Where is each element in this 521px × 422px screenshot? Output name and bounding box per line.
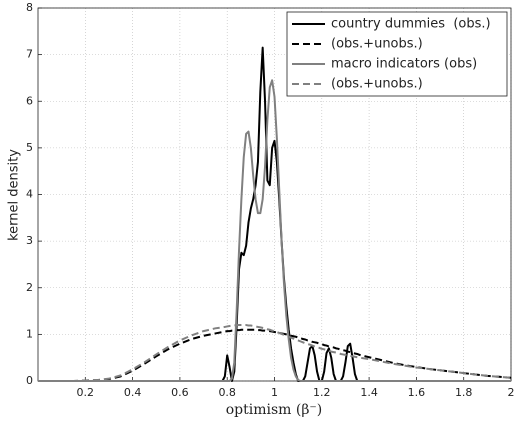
- x-axis-label: optimism (β⁻): [226, 402, 323, 418]
- plot-frame: [37, 7, 512, 382]
- y-tick-label: 3: [26, 234, 33, 247]
- x-tick-label: 0.2: [77, 386, 95, 399]
- x-tick-label: 1.4: [360, 386, 378, 399]
- y-tick-label: 4: [26, 188, 33, 201]
- x-tick-label: 1.6: [408, 386, 426, 399]
- y-tick-label: 5: [26, 141, 33, 154]
- x-tick-label: 1.8: [455, 386, 473, 399]
- x-tick-label: 1: [271, 386, 278, 399]
- x-tick-label: 2: [508, 386, 515, 399]
- legend-label: macro indicators (obs): [331, 57, 477, 72]
- legend-box: [286, 11, 508, 97]
- y-tick-label: 0: [26, 374, 33, 387]
- series-line: [38, 79, 511, 382]
- y-axis-label: kernel density: [7, 149, 22, 241]
- y-tick-label: 8: [26, 1, 33, 14]
- y-tick-label: 6: [26, 94, 33, 107]
- x-tick-label: 0.8: [218, 386, 236, 399]
- y-tick-label: 2: [26, 281, 33, 294]
- x-tick-label: 1.2: [313, 386, 331, 399]
- y-tick-label: 7: [26, 48, 33, 61]
- x-tick-label: 0.4: [124, 386, 142, 399]
- legend-label: (obs.+unobs.): [331, 37, 423, 52]
- series-line: [38, 324, 512, 382]
- y-tick-label: 1: [26, 327, 33, 340]
- legend-label: (obs.+unobs.): [331, 77, 423, 92]
- legend-label: country dummies (obs.): [331, 17, 491, 32]
- series-line: [38, 328, 512, 382]
- x-tick-label: 0.6: [171, 386, 189, 399]
